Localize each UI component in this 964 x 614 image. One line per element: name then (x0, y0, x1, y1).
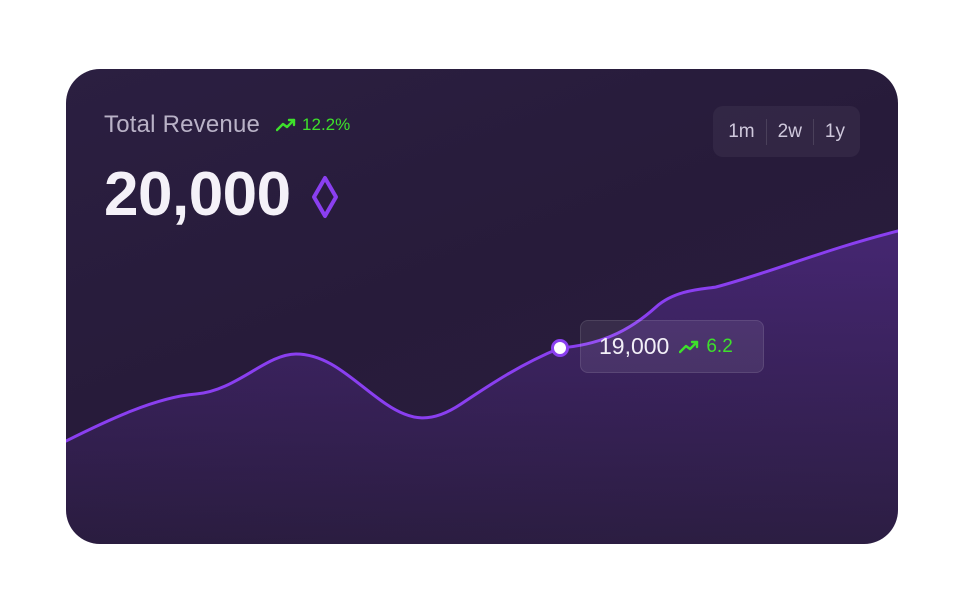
title-change-badge: 12.2% (276, 115, 350, 135)
period-selector: 1m 2w 1y (713, 106, 860, 157)
revenue-chart (66, 229, 898, 544)
period-divider (765, 118, 767, 145)
period-divider (812, 118, 814, 145)
chart-line (66, 229, 898, 443)
revenue-card: Total Revenue 12.2% 20,000 1m 2w 1y 19,0… (66, 69, 898, 544)
chart-area-fill (66, 231, 898, 544)
trending-up-icon (679, 340, 699, 353)
total-value: 20,000 (104, 160, 291, 229)
period-1m[interactable]: 1m (728, 120, 755, 142)
chart-highlight-point[interactable] (551, 339, 569, 357)
chart-tooltip: 19,000 6.2 (580, 320, 764, 373)
period-2w[interactable]: 2w (777, 120, 802, 142)
period-1y[interactable]: 1y (824, 120, 845, 142)
trending-up-icon (276, 118, 296, 132)
card-header: Total Revenue 12.2% (104, 111, 350, 139)
tooltip-change-value: 6.2 (706, 335, 733, 357)
card-title: Total Revenue (104, 111, 261, 138)
title-change-value: 12.2% (302, 115, 351, 134)
diamond-icon (311, 175, 338, 218)
tooltip-change-badge: 6.2 (679, 335, 733, 358)
total-value-row: 20,000 (104, 159, 339, 230)
tooltip-value: 19,000 (599, 333, 670, 359)
